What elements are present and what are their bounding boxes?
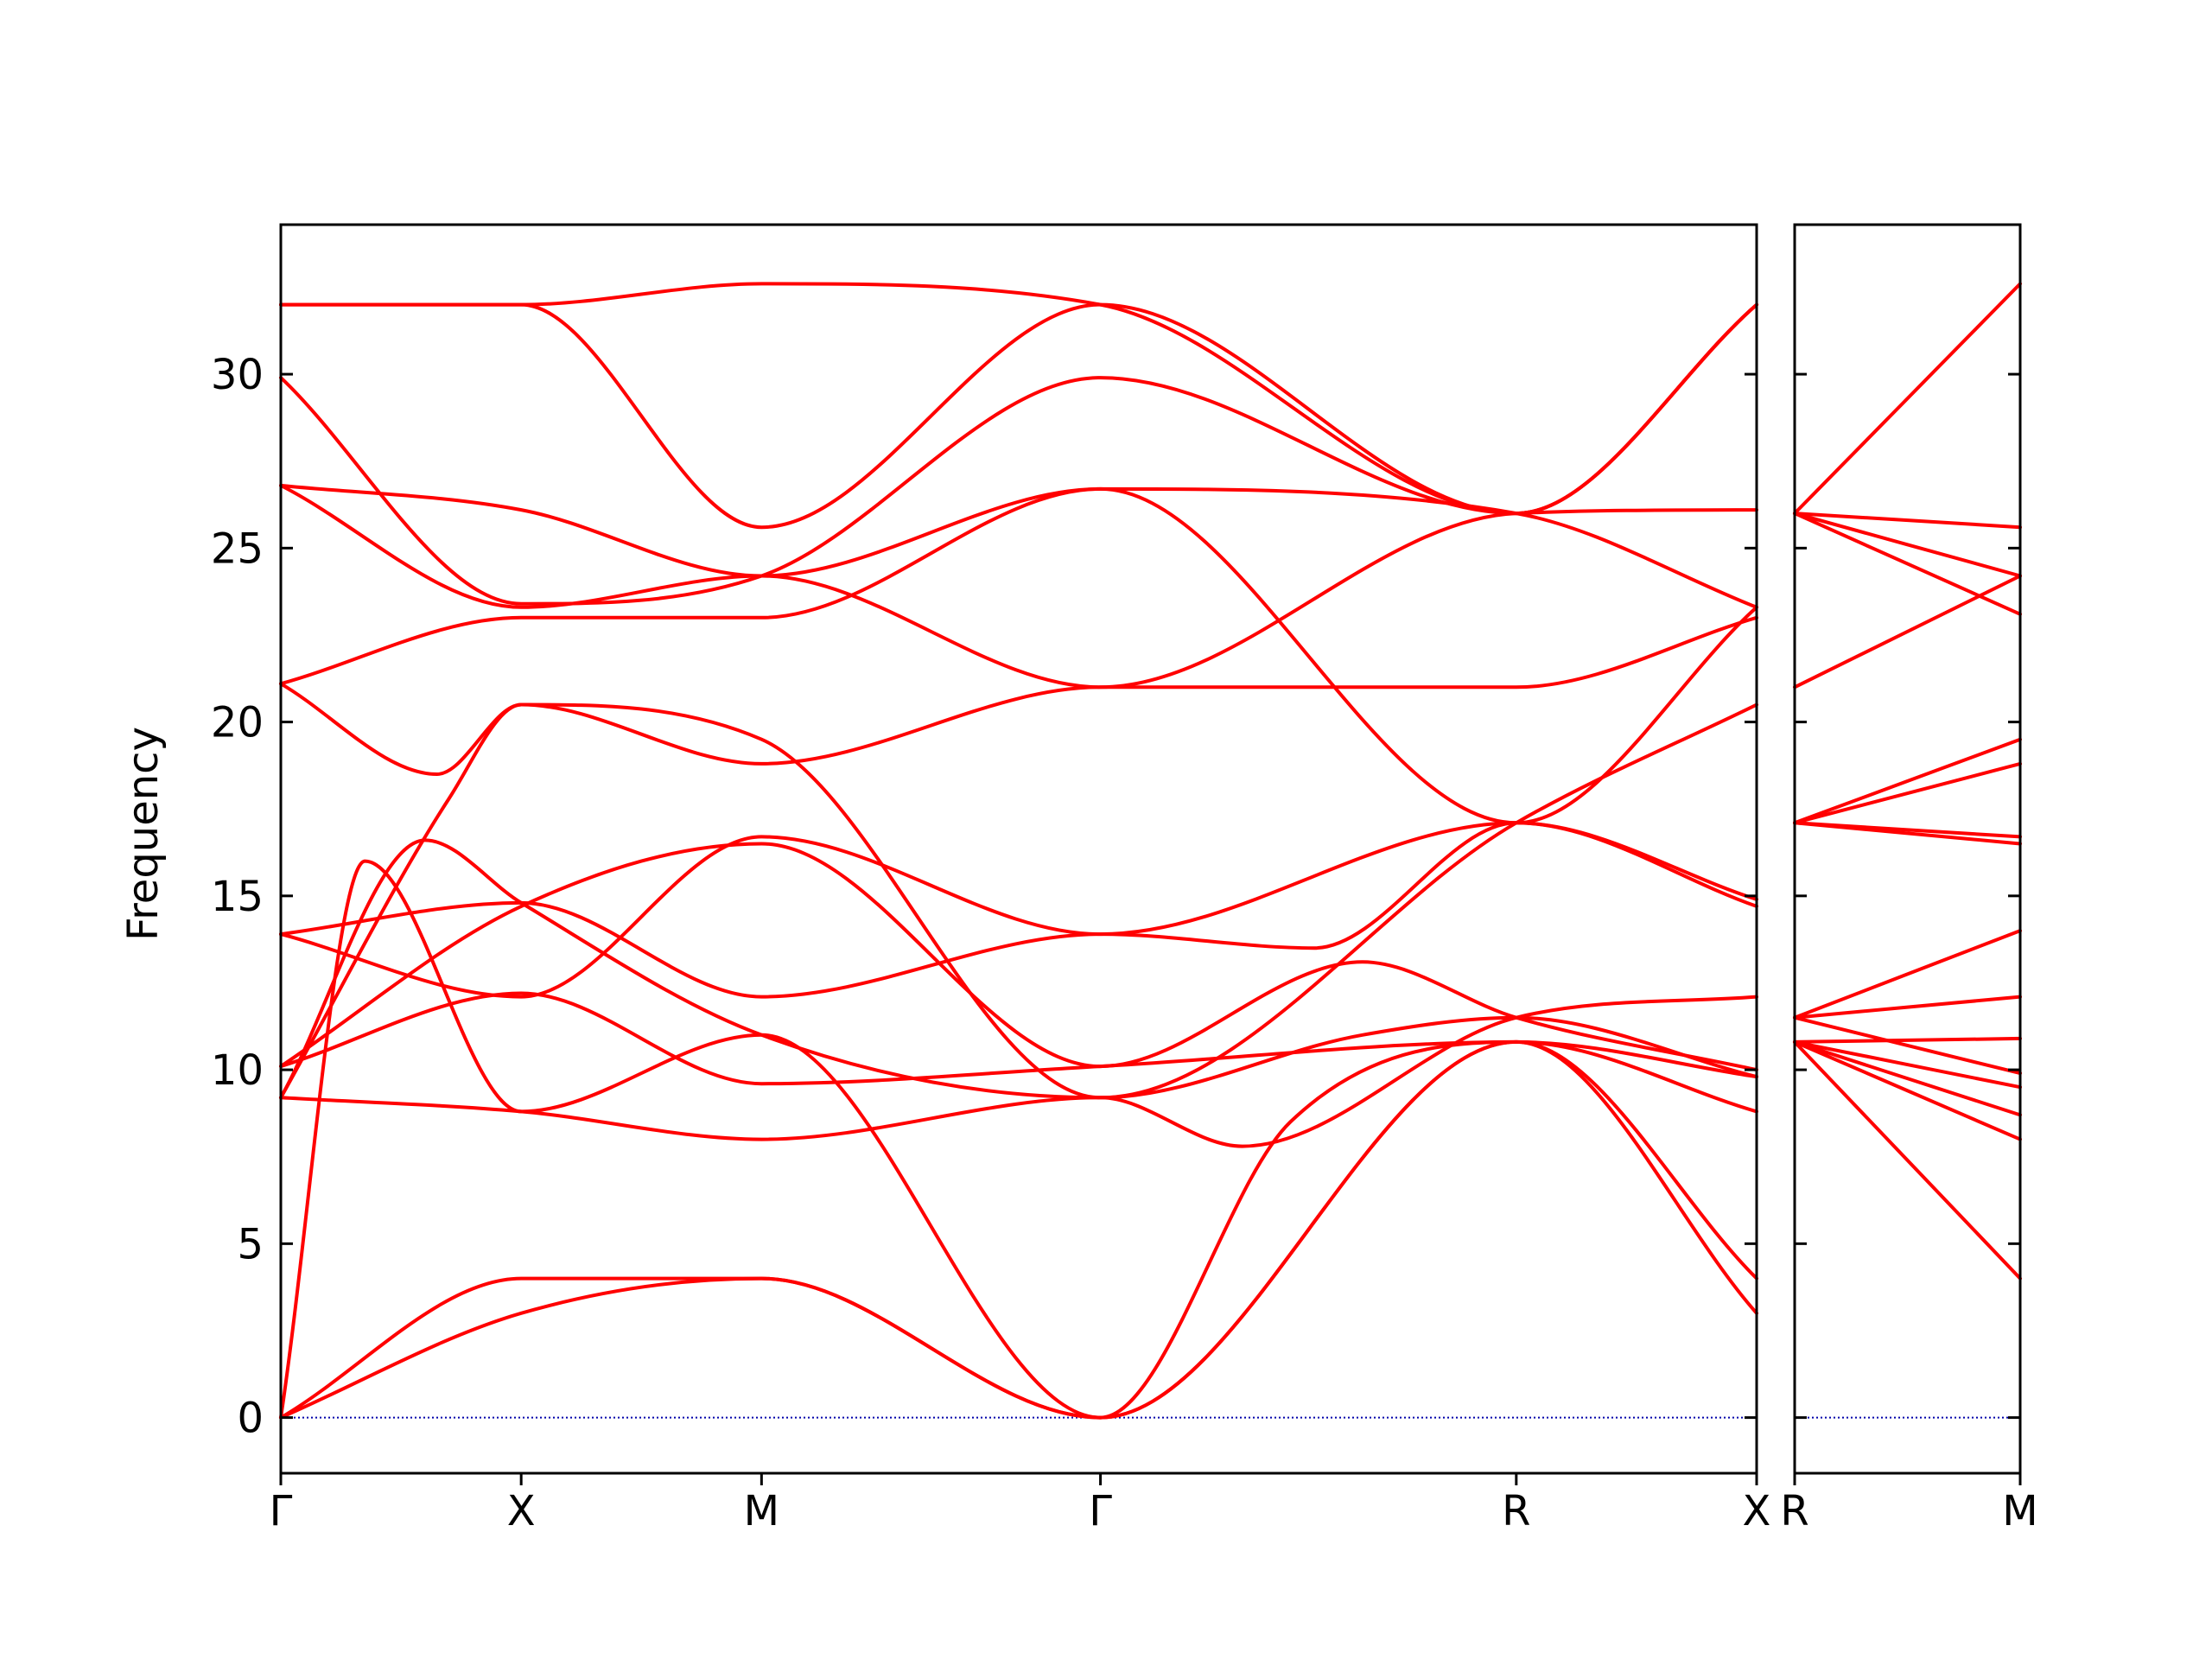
band-line-2 <box>279 1039 1758 1420</box>
band-line-3 <box>1793 1039 2022 1117</box>
band-line-14 <box>279 483 1758 609</box>
x-tick-label: Γ <box>1089 1487 1112 1535</box>
x-tick-label: M <box>744 1487 779 1535</box>
band-line-16 <box>1793 512 2022 530</box>
axes-frame <box>1793 223 2022 1475</box>
x-tick-label: X <box>1743 1487 1771 1535</box>
band-line-12 <box>279 486 1758 825</box>
band-line-7 <box>1793 929 2022 1020</box>
panel-1: 0 5 10 15 20 25 30 Γ X M Γ R X <box>211 223 1771 1535</box>
band-line-15 <box>1793 512 2022 578</box>
band-line-6 <box>1793 995 2022 1020</box>
y-tick-label: 5 <box>237 1220 264 1268</box>
band-line-2 <box>1793 1039 2022 1141</box>
x-tick-label: Γ <box>270 1487 293 1535</box>
band-line-4 <box>279 615 1758 1100</box>
x-tick-label: R <box>1502 1487 1530 1535</box>
band-line-4 <box>1793 1039 2022 1090</box>
band-line-1 <box>1793 1039 2022 1281</box>
band-line-8 <box>1793 1015 2022 1076</box>
y-axis-label: Frequency <box>119 727 168 941</box>
band-line-17 <box>279 302 1758 530</box>
y-tick-label: 10 <box>211 1046 264 1095</box>
band-line-12 <box>1793 737 2022 825</box>
band-line-5 <box>279 838 1758 1100</box>
band-line-10 <box>1793 821 2022 839</box>
band-line-7 <box>279 842 1758 1072</box>
y-tick-label: 0 <box>237 1395 264 1443</box>
y-tick-label: 15 <box>211 873 264 921</box>
band-line-13 <box>1793 574 2022 690</box>
x-tick-label: M <box>2002 1487 2037 1535</box>
band-line-5 <box>1793 1036 2022 1044</box>
band-line-8 <box>279 991 1758 1086</box>
y-tick-label: 25 <box>211 524 264 573</box>
band-line-11 <box>1793 761 2022 825</box>
y-tick-label: 20 <box>211 699 264 747</box>
y-tick-label: 30 <box>211 351 264 399</box>
band-line-14 <box>1793 512 2022 616</box>
band-line-3 <box>279 859 1758 1420</box>
x-tick-label: R <box>1780 1487 1808 1535</box>
axes-frame <box>279 223 1758 1475</box>
band-line-17 <box>1793 282 2022 516</box>
x-tick-label: X <box>507 1487 536 1535</box>
